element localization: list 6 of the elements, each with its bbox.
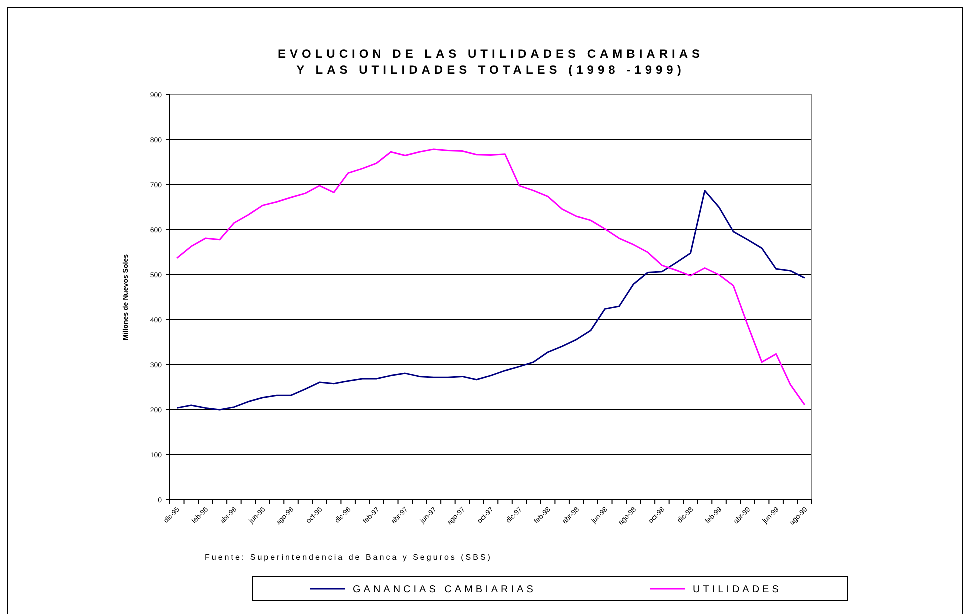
source-note: Fuente: Superintendencia de Banca y Seguros (SBS) xyxy=(205,553,492,562)
line-series xyxy=(176,148,806,406)
chart-title: EVOLUCION DE LAS UTILIDADES CAMBIARIAS Y LAS UTILIDADES TOTALES (1998 -1999) xyxy=(278,47,704,77)
legend-label: GANANCIAS CAMBIARIAS xyxy=(353,584,536,596)
line-series xyxy=(176,190,806,411)
legend-label: UTILIDADES xyxy=(693,584,782,596)
